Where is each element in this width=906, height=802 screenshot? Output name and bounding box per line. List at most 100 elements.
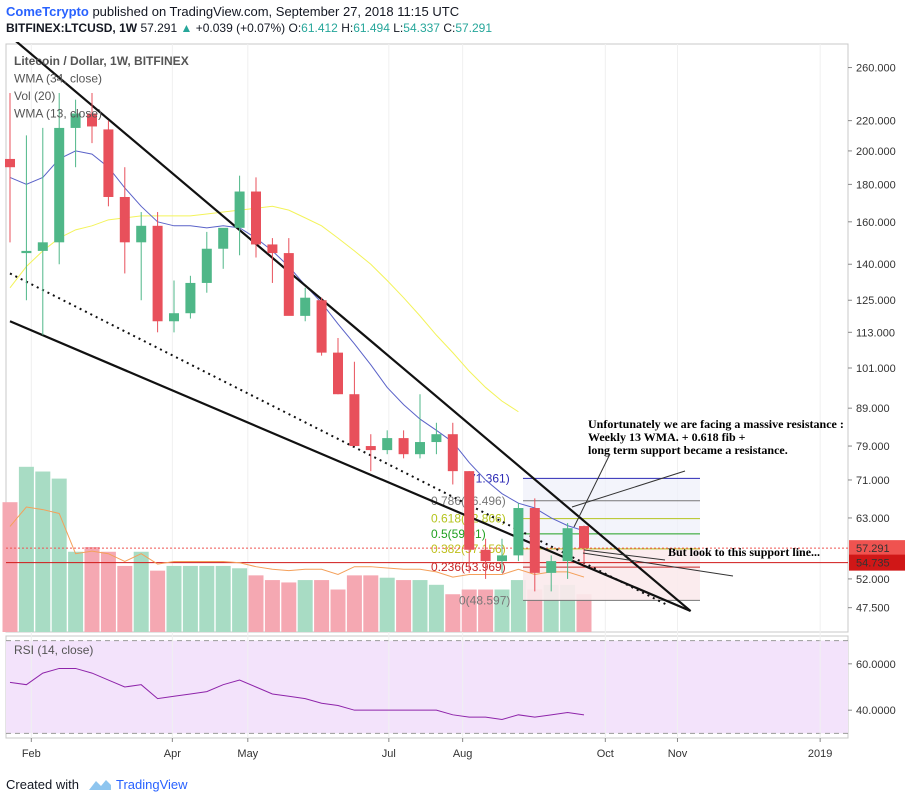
candle-body bbox=[480, 549, 491, 562]
candle-body bbox=[201, 248, 212, 283]
low-value: 54.337 bbox=[403, 21, 440, 35]
symbol-label: BITFINEX:LTCUSD, 1W bbox=[6, 21, 138, 35]
volume-bar bbox=[264, 580, 280, 632]
created-with-text: Created with bbox=[6, 777, 79, 792]
tradingview-logo-icon[interactable] bbox=[88, 778, 112, 792]
main-pane bbox=[5, 43, 849, 633]
candle-body bbox=[562, 528, 573, 562]
volume-bar bbox=[576, 594, 592, 632]
volume-bar bbox=[100, 551, 116, 632]
volume-bar bbox=[330, 589, 346, 632]
volume-bar bbox=[396, 580, 412, 632]
x-tick-label: Oct bbox=[597, 748, 614, 760]
fib-level-label: 0(48.597) bbox=[459, 593, 510, 607]
candle-body bbox=[169, 313, 179, 322]
candle-body bbox=[529, 508, 540, 573]
open-label: O: bbox=[288, 21, 302, 35]
publish-info: ComeTcrypto published on TradingView.com… bbox=[6, 4, 459, 19]
candle-body bbox=[37, 242, 48, 251]
close-value: 57.291 bbox=[455, 21, 493, 35]
candle-body bbox=[70, 113, 81, 128]
volume-bar bbox=[478, 589, 494, 632]
volume-bar bbox=[281, 582, 297, 632]
ohlc-line: BITFINEX:LTCUSD, 1W 57.291 ▲ +0.039 (+0.… bbox=[6, 21, 492, 35]
candle-body bbox=[283, 253, 294, 316]
price-chart[interactable]: FebAprMayJulAugOctNov2019(71.361)0.786(6… bbox=[0, 42, 906, 768]
volume-bar bbox=[297, 580, 313, 632]
last-price: 57.291 bbox=[140, 21, 178, 35]
arrow-line bbox=[583, 549, 666, 561]
fib-level-label: (71.361) bbox=[465, 471, 510, 485]
candle-body bbox=[185, 282, 196, 314]
volume-bar bbox=[428, 584, 444, 632]
volume-bar bbox=[182, 565, 198, 632]
annotation-text: long term support became a resistance. bbox=[588, 443, 788, 457]
x-tick-label: Aug bbox=[453, 748, 473, 760]
wma34-line bbox=[9, 205, 519, 413]
candle-body bbox=[415, 442, 425, 455]
price-label-box bbox=[849, 554, 905, 571]
volume-bar bbox=[35, 471, 51, 632]
rsi-tick-label: 60.0000 bbox=[856, 659, 896, 671]
y-tick-label: 101.000 bbox=[856, 363, 896, 375]
candle-body bbox=[21, 250, 32, 254]
x-tick-label: Feb bbox=[22, 748, 41, 760]
fib-level-label: 0.5(59.91) bbox=[431, 527, 486, 541]
volume-bar bbox=[461, 589, 477, 632]
volume-ma-line bbox=[9, 506, 585, 578]
candle-body bbox=[316, 300, 327, 353]
volume-bar bbox=[510, 580, 526, 632]
high-value: 61.494 bbox=[353, 21, 390, 35]
candle-body bbox=[119, 196, 130, 243]
volume-bar bbox=[363, 575, 379, 632]
candle-body bbox=[513, 508, 524, 556]
volume-bar bbox=[18, 466, 34, 632]
volume-bar bbox=[84, 547, 100, 632]
candle-body bbox=[365, 446, 376, 451]
candle-body bbox=[54, 127, 65, 243]
candle-body bbox=[497, 555, 507, 562]
candle-body bbox=[218, 227, 229, 249]
volume-bar bbox=[314, 580, 330, 632]
price-label-box bbox=[849, 540, 905, 557]
rsi-line bbox=[9, 667, 585, 720]
candle-body bbox=[267, 244, 278, 254]
candle-body bbox=[234, 191, 245, 228]
high-label: H: bbox=[341, 21, 354, 35]
legend-entry: Vol (20) bbox=[14, 89, 55, 103]
annotation-text: Weekly 13 WMA. + 0.618 fib + bbox=[588, 430, 746, 444]
candle-body bbox=[300, 297, 311, 316]
y-tick-label: 125.000 bbox=[856, 295, 896, 307]
annotation-support-text: But look to this support line... bbox=[668, 545, 820, 559]
price-label-text: 54.735 bbox=[856, 558, 890, 570]
y-tick-label: 180.000 bbox=[856, 179, 896, 191]
y-tick-label: 140.000 bbox=[856, 259, 896, 271]
tradingview-link[interactable]: TradingView bbox=[116, 777, 188, 792]
fib-level-label: 0.236(53.969) bbox=[431, 560, 506, 574]
dotted-resistance-trendline bbox=[9, 272, 667, 606]
publisher-name[interactable]: ComeTcrypto bbox=[6, 4, 89, 19]
legend-entry: Litecoin / Dollar, 1W, BITFINEX bbox=[14, 54, 189, 68]
candle-body bbox=[382, 438, 393, 451]
rsi-legend: RSI (14, close) bbox=[14, 643, 93, 657]
x-tick-label: Jul bbox=[382, 748, 396, 760]
candle-body bbox=[349, 394, 360, 447]
volume-bar bbox=[445, 594, 461, 632]
y-tick-label: 260.000 bbox=[856, 63, 896, 75]
candle-body bbox=[431, 434, 442, 443]
candle-body bbox=[398, 438, 409, 455]
volume-bar bbox=[166, 565, 182, 632]
x-tick-label: May bbox=[237, 748, 258, 760]
legend-entry: WMA (13, close) bbox=[14, 107, 102, 121]
candle-body bbox=[579, 526, 589, 549]
candle-body bbox=[464, 471, 475, 550]
candle-body bbox=[103, 129, 114, 197]
candle-body bbox=[251, 191, 261, 245]
y-tick-label: 63.000 bbox=[856, 513, 890, 525]
volume-bar bbox=[346, 575, 362, 632]
candle-body bbox=[333, 352, 343, 395]
chart-header: ComeTcrypto published on TradingView.com… bbox=[0, 0, 906, 42]
volume-bar bbox=[215, 565, 231, 632]
candle-body bbox=[136, 225, 147, 243]
rsi-tick-label: 40.0000 bbox=[856, 705, 896, 717]
